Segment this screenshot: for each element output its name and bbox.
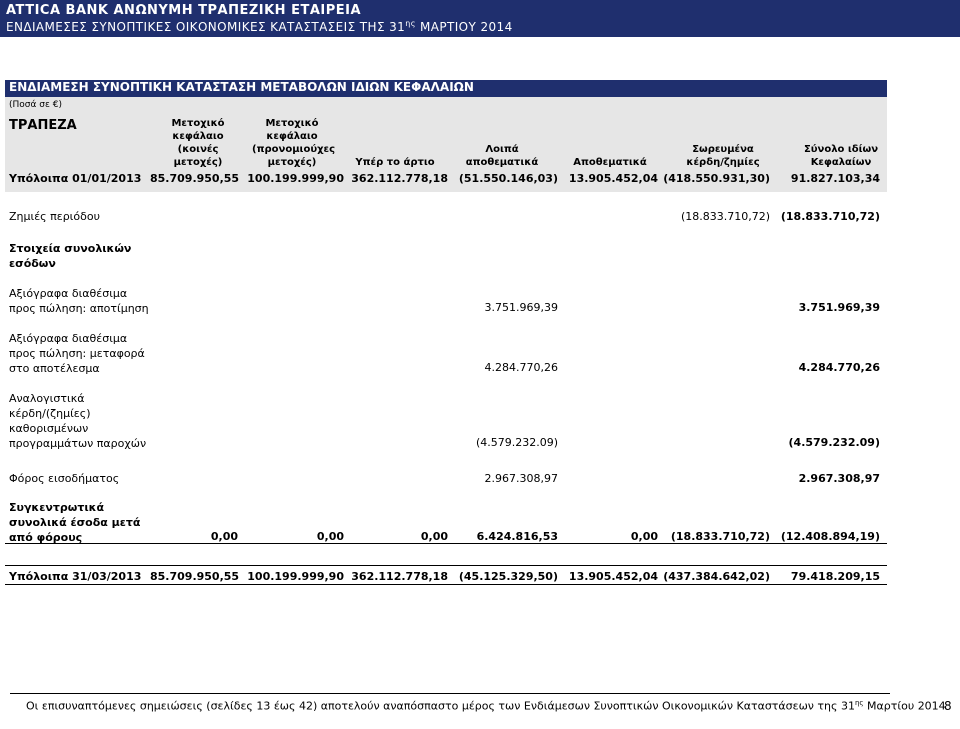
row-label: Αναλογιστικά κέρδη/(ζημίες) καθορισμένων…: [9, 391, 146, 451]
cell: (18.833.710,72): [680, 210, 770, 223]
col5-line: Αποθεματικά: [573, 157, 647, 168]
cell: (4.579.232.09): [475, 436, 558, 449]
cell: 100.199.999,90: [247, 570, 344, 583]
cell: 85.709.950,55: [150, 570, 240, 583]
report-header: ATTICA BANK ΑΝΩΝΥΜΗ ΤΡΑΠΕΖΙΚΗ ΕΤΑΙΡΕΙΑ Ε…: [0, 0, 960, 37]
cell: 4.284.770,26: [484, 361, 558, 374]
row-label: Υπόλοιπα 31/03/2013: [9, 570, 142, 583]
col2-line: μετοχές): [267, 157, 317, 168]
total-ci-underline: [5, 543, 887, 544]
closing-bottomline: [5, 584, 887, 585]
row-label: Συγκεντρωτικά συνολικά έσοδα μετά από φό…: [9, 500, 140, 545]
col2-line: κεφάλαιο: [266, 131, 318, 142]
label-line: από φόρους: [9, 531, 83, 544]
cell: 3.751.969,39: [484, 301, 558, 314]
col1-line: (κοινές: [177, 144, 219, 155]
cell: 0,00: [210, 530, 238, 543]
footer-note-sup: ης: [854, 699, 864, 707]
table-header-band: [5, 97, 887, 192]
row-label: Υπόλοιπα 01/01/2013: [9, 172, 142, 185]
label-line: κέρδη/(ζημίες): [9, 407, 91, 420]
oci-heading: Στοιχεία συνολικών εσόδων: [9, 241, 131, 271]
column-header-accumulated-losses: Σωρευμένα κέρδη/ζημίες: [678, 143, 768, 169]
cell: 0,00: [630, 530, 658, 543]
cell: (51.550.146,03): [458, 172, 558, 185]
cell: 6.424.816,53: [476, 530, 558, 543]
cell: (18.833.710,72): [670, 530, 770, 543]
column-header-share-premium: Υπέρ το άρτιο: [350, 156, 440, 169]
label-line: προγραμμάτων παροχών: [9, 437, 147, 450]
label-line: Αξιόγραφα διαθέσιμα: [9, 332, 128, 345]
oci-heading-line: εσόδων: [9, 257, 56, 270]
cell: 13.905.452,04: [568, 172, 658, 185]
col1-line: μετοχές): [173, 157, 223, 168]
cell: 362.112.778,18: [351, 570, 448, 583]
cell: 85.709.950,55: [150, 172, 240, 185]
column-header-total-equity: Σύνολο ιδίων Κεφαλαίων: [796, 143, 886, 169]
report-subtitle: ΕΝΔΙΑΜΕΣΕΣ ΣΥΝΟΠΤΙΚΕΣ ΟΙΚΟΝΟΜΙΚΕΣ ΚΑΤΑΣΤ…: [6, 19, 513, 34]
col6-line: Σωρευμένα: [692, 144, 754, 155]
footer-note: Οι επισυναπτόμενες σημειώσεις (σελίδες 1…: [26, 699, 946, 713]
col4-line: αποθεματικά: [465, 157, 539, 168]
cell: 91.827.103,34: [790, 172, 880, 185]
cell: (45.125.329,50): [458, 570, 558, 583]
cell: 0,00: [420, 530, 448, 543]
col7-line: Σύνολο ιδίων: [803, 144, 879, 155]
row-label: Αξιόγραφα διαθέσιμα προς πώληση: αποτίμη…: [9, 286, 149, 316]
cell: (418.550.931,30): [663, 172, 770, 185]
subtitle-text: ΕΝΔΙΑΜΕΣΕΣ ΣΥΝΟΠΤΙΚΕΣ ΟΙΚΟΝΟΜΙΚΕΣ ΚΑΤΑΣΤ…: [6, 20, 406, 34]
col1-line: κεφάλαιο: [172, 131, 224, 142]
oci-heading-line: Στοιχεία συνολικών: [9, 242, 132, 255]
label-line: καθορισμένων: [9, 422, 89, 435]
footer-note-month: Μαρτίου 2014: [863, 699, 946, 713]
statement-title: ΕΝΔΙΑΜΕΣΗ ΣΥΝΟΠΤΙΚΗ ΚΑΤΑΣΤΑΣΗ ΜΕΤΑΒΟΛΩΝ …: [9, 80, 474, 94]
footer-rule: [10, 693, 890, 722]
cell: (4.579.232.09): [788, 436, 880, 449]
row-label: Φόρος εισοδήματος: [9, 472, 120, 485]
cell: 3.751.969,39: [798, 301, 880, 314]
cell: 2.967.308,97: [798, 472, 880, 485]
col2-line: Μετοχικό: [265, 118, 319, 129]
closing-topline: [5, 565, 887, 566]
col1-line: Μετοχικό: [171, 118, 225, 129]
col3-line: Υπέρ το άρτιο: [355, 157, 435, 168]
label-line: στο αποτέλεσμα: [9, 362, 100, 375]
label-line: συνολικά έσοδα μετά: [9, 516, 141, 529]
statement-title-bar: [5, 80, 887, 97]
currency-note: (Ποσά σε €): [9, 100, 62, 110]
cell: (18.833.710,72): [780, 210, 880, 223]
column-header-common-shares: Μετοχικό κεφάλαιο (κοινές μετοχές): [166, 117, 230, 169]
company-name: ATTICA BANK ΑΝΩΝΥΜΗ ΤΡΑΠΕΖΙΚΗ ΕΤΑΙΡΕΙΑ: [6, 3, 362, 18]
label-line: Αξιόγραφα διαθέσιμα: [9, 287, 128, 300]
cell: 13.905.452,04: [568, 570, 658, 583]
col7-line: Κεφαλαίων: [810, 157, 872, 168]
row-label: Αξιόγραφα διαθέσιμα προς πώληση: μεταφορ…: [9, 331, 145, 376]
cell: 100.199.999,90: [247, 172, 344, 185]
cell: 362.112.778,18: [351, 172, 448, 185]
cell: (437.384.642,02): [663, 570, 770, 583]
row-label: Ζημιές περιόδου: [9, 210, 100, 223]
label-line: Συγκεντρωτικά: [9, 501, 104, 514]
column-header-preferred-shares: Μετοχικό κεφάλαιο (προνομιούχες μετοχές): [252, 117, 336, 169]
cell: 4.284.770,26: [798, 361, 880, 374]
col2-line: (προνομιούχες: [252, 144, 336, 155]
col6-line: κέρδη/ζημίες: [686, 157, 760, 168]
label-line: προς πώληση: αποτίμηση: [9, 302, 149, 315]
subtitle-sup: ης: [405, 19, 416, 28]
subtitle-month: ΜΑΡΤΙΟΥ 2014: [415, 20, 513, 34]
cell: (12.408.894,19): [780, 530, 880, 543]
label-line: προς πώληση: μεταφορά: [9, 347, 145, 360]
label-line: Αναλογιστικά: [9, 392, 85, 405]
col4-line: Λοιπά: [485, 144, 519, 155]
entity-label: ΤΡΑΠΕΖΑ: [9, 118, 77, 133]
column-header-other-reserves: Λοιπά αποθεματικά: [462, 143, 542, 169]
footer-note-text: Οι επισυναπτόμενες σημειώσεις (σελίδες 1…: [26, 699, 855, 713]
cell: 0,00: [316, 530, 344, 543]
cell: 79.418.209,15: [790, 570, 880, 583]
cell: 2.967.308,97: [484, 472, 558, 485]
page-number: 8: [944, 699, 952, 713]
column-header-reserves: Αποθεματικά: [570, 156, 650, 169]
